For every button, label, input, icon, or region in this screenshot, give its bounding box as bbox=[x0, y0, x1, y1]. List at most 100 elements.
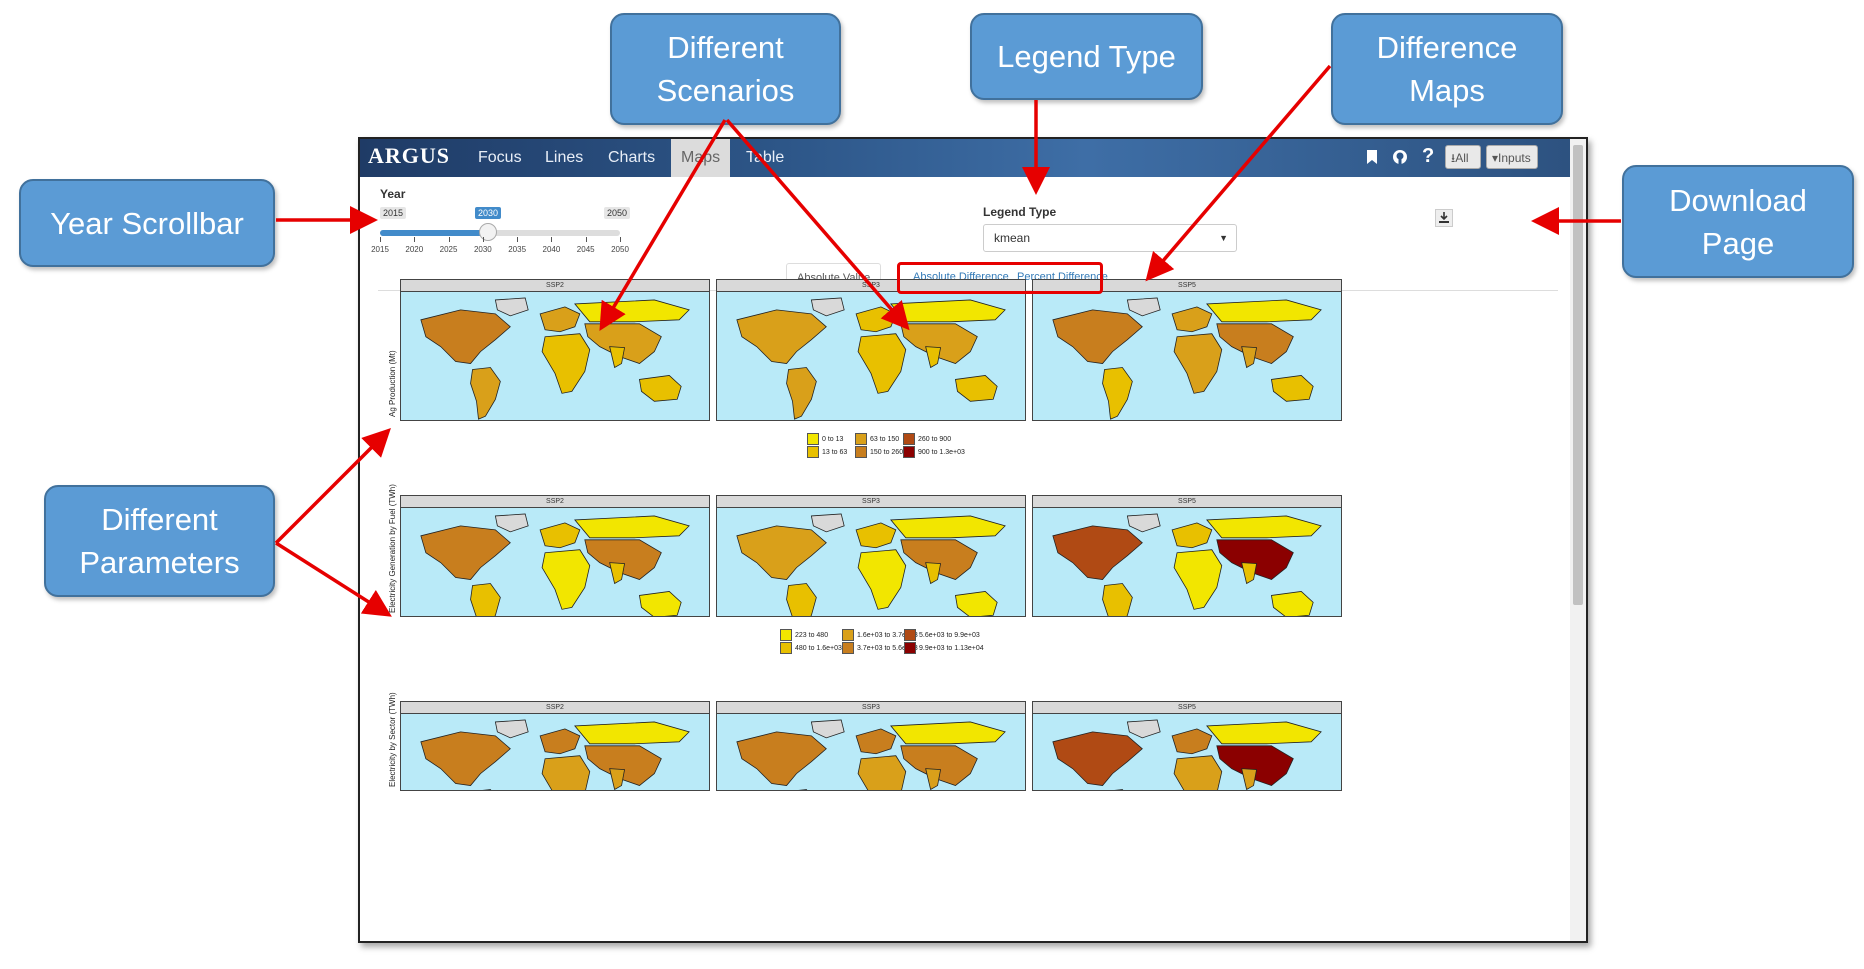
difference-tabs-highlight bbox=[897, 262, 1103, 294]
year-tick-label: 2025 bbox=[439, 245, 458, 254]
chevron-down-icon: ▼ bbox=[1219, 233, 1228, 243]
inputs-button[interactable]: ▾Inputs bbox=[1486, 145, 1538, 169]
world-map bbox=[736, 513, 1006, 616]
nav-tab-table[interactable]: Table bbox=[746, 149, 785, 166]
legend-item: 150 to 260 bbox=[855, 446, 903, 460]
legend-type-label: Legend Type bbox=[983, 205, 1057, 219]
legend-swatch bbox=[842, 642, 854, 654]
region-india bbox=[1241, 346, 1258, 369]
page-scrollbar[interactable] bbox=[1570, 139, 1586, 941]
callout-different-parameters: Different Parameters bbox=[44, 485, 275, 597]
legend-item-label: 900 to 1.3e+03 bbox=[918, 448, 965, 456]
year-slider-track[interactable] bbox=[380, 230, 620, 236]
legend-item: 9.9e+03 to 1.13e+04 bbox=[904, 642, 984, 656]
map-panel: SSP3 bbox=[716, 701, 1026, 791]
brand-logo[interactable]: ARGUS bbox=[368, 143, 451, 168]
scenario-strip: SSP2 bbox=[401, 496, 709, 508]
legend-item: 1.6e+03 to 3.7e+03 bbox=[842, 629, 918, 643]
map-panel: SSP3 bbox=[716, 495, 1026, 617]
region-india bbox=[1241, 562, 1258, 585]
region-australia bbox=[1270, 591, 1314, 616]
region-india bbox=[925, 562, 942, 585]
legend-type-select[interactable]: kmean ▼ bbox=[983, 224, 1237, 252]
region-south-america bbox=[470, 367, 501, 420]
year-tick-label: 2030 bbox=[473, 245, 492, 254]
legend-item-label: 63 to 150 bbox=[870, 435, 900, 443]
nav-tab-lines[interactable]: Lines bbox=[545, 149, 584, 166]
legend-swatch bbox=[855, 433, 867, 445]
legend-swatch bbox=[780, 642, 792, 654]
region-asia bbox=[584, 539, 662, 580]
region-india bbox=[925, 346, 942, 369]
parameter-label: Electricity Generation by Fuel (TWh) bbox=[388, 484, 397, 613]
region-europe bbox=[539, 522, 581, 549]
region-greenland bbox=[1126, 297, 1161, 317]
region-africa bbox=[541, 755, 591, 790]
callout-different-scenarios: Different Scenarios bbox=[610, 13, 841, 125]
year-label: Year bbox=[380, 187, 406, 201]
scenario-strip: SSP3 bbox=[717, 702, 1025, 714]
parameter-label: Electricity by Sector (TWh) bbox=[388, 692, 397, 787]
region-asia bbox=[1216, 323, 1294, 364]
legend-item: 5.6e+03 to 9.9e+03 bbox=[904, 629, 980, 643]
legend-item-label: 480 to 1.6e+03 bbox=[795, 644, 842, 652]
nav-tab-charts[interactable]: Charts bbox=[608, 149, 656, 166]
callout-year-scrollbar: Year Scrollbar bbox=[19, 179, 275, 267]
region-europe bbox=[855, 522, 897, 549]
year-tick-label: 2045 bbox=[576, 245, 595, 254]
map-panel: SSP3 bbox=[716, 279, 1026, 421]
year-tick-label: 2035 bbox=[508, 245, 527, 254]
app-window: ARGUS Focus Lines Charts Maps Table ? ⭳A… bbox=[358, 137, 1588, 943]
world-map bbox=[420, 719, 690, 790]
legend-swatch bbox=[903, 433, 915, 445]
legend-item-label: 260 to 900 bbox=[918, 435, 952, 443]
region-australia bbox=[1270, 375, 1314, 402]
region-north-america bbox=[736, 525, 827, 580]
callout-difference-maps: Difference Maps bbox=[1331, 13, 1563, 125]
legend-swatch bbox=[904, 642, 916, 654]
region-africa bbox=[1173, 755, 1223, 790]
region-australia bbox=[638, 375, 682, 402]
year-slider-fill bbox=[380, 230, 487, 236]
region-greenland bbox=[494, 297, 529, 317]
nav-tab-focus[interactable]: Focus bbox=[478, 149, 522, 166]
region-australia bbox=[954, 375, 998, 402]
year-tick bbox=[448, 237, 450, 242]
region-india bbox=[1241, 768, 1258, 790]
parameter-label: Ag Production (Mt) bbox=[388, 350, 397, 417]
download-all-button[interactable]: ⭳All bbox=[1445, 145, 1481, 169]
region-australia bbox=[954, 591, 998, 616]
slider-value-badge: 2030 bbox=[475, 207, 502, 219]
region-north-america bbox=[420, 525, 511, 580]
region-north-america bbox=[420, 309, 511, 364]
region-russia bbox=[1206, 721, 1322, 745]
region-asia bbox=[1216, 539, 1294, 580]
map-panel: SSP2 bbox=[400, 495, 710, 617]
year-tick bbox=[414, 237, 416, 242]
year-tick bbox=[585, 237, 587, 242]
region-africa bbox=[541, 333, 591, 394]
nav-tab-maps[interactable]: Maps bbox=[671, 139, 731, 177]
region-south-america bbox=[1114, 789, 1124, 790]
year-slider-handle[interactable] bbox=[479, 223, 497, 241]
legend-type-value: kmean bbox=[994, 231, 1031, 245]
legend-item-label: 13 to 63 bbox=[822, 448, 848, 456]
region-north-america bbox=[1052, 731, 1143, 786]
github-icon[interactable] bbox=[1392, 149, 1408, 170]
region-asia bbox=[900, 745, 978, 786]
map-panel: SSP2 bbox=[400, 701, 710, 791]
region-india bbox=[609, 562, 626, 585]
region-russia bbox=[890, 299, 1006, 323]
region-south-america bbox=[1102, 367, 1133, 420]
region-south-america bbox=[786, 367, 817, 420]
region-africa bbox=[541, 549, 591, 610]
download-page-icon[interactable] bbox=[1435, 209, 1453, 227]
region-europe bbox=[1171, 522, 1213, 549]
download-all-label: All bbox=[1455, 151, 1469, 165]
region-russia bbox=[1206, 515, 1322, 539]
year-tick-label: 2050 bbox=[611, 245, 629, 254]
legend-swatch bbox=[807, 433, 819, 445]
help-icon[interactable]: ? bbox=[1422, 145, 1435, 167]
scrollbar-thumb[interactable] bbox=[1573, 145, 1583, 605]
bookmark-icon[interactable] bbox=[1365, 149, 1379, 170]
